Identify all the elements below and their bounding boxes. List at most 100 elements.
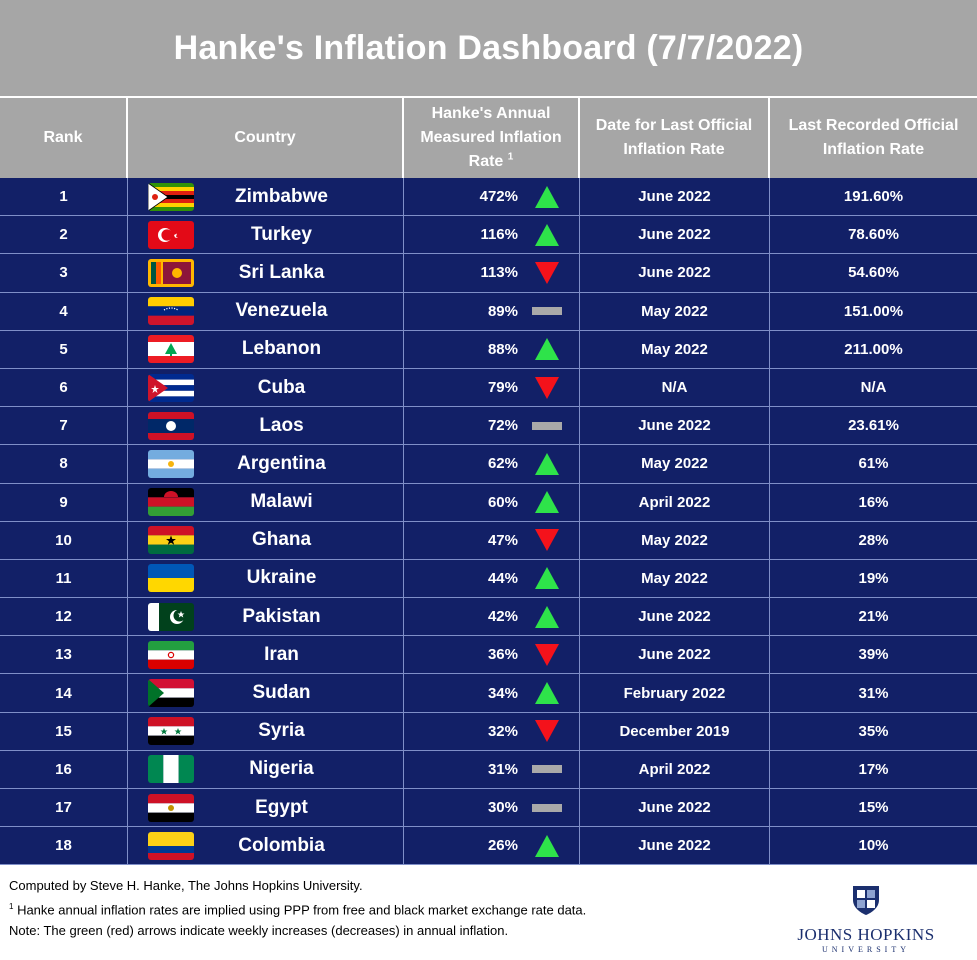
jhu-logo: JOHNS HOPKINS UNIVERSITY — [796, 884, 936, 956]
hanke-rate-cell: 31% — [404, 750, 580, 788]
official-rate-cell: 54.60% — [848, 264, 899, 282]
rank-cell: 13 — [0, 636, 128, 674]
trend-indicator — [532, 833, 562, 859]
country-name: Cuba — [257, 376, 306, 398]
arrow-down-icon — [535, 643, 559, 666]
country-cell: Cuba — [128, 368, 404, 407]
country-name: Pakistan — [242, 605, 321, 627]
table-row: 2 Turkey 116% June 2022 78.60% — [0, 216, 977, 255]
country-cell: Malawi — [128, 483, 404, 521]
hanke-rate-cell: 62% — [404, 445, 580, 483]
rank-cell: 3 — [0, 254, 128, 292]
hanke-rate-value: 42% — [487, 608, 518, 626]
rank-cell: 6 — [0, 368, 128, 407]
colombia-flag-icon — [148, 831, 194, 860]
rank-cell: 4 — [0, 292, 128, 330]
official-rate-cell: 21% — [858, 608, 889, 626]
hanke-rate-value: 88% — [487, 340, 518, 358]
trend-indicator — [532, 298, 562, 324]
hanke-rate-cell: 47% — [404, 521, 580, 559]
official-date-cell: June 2022 — [580, 827, 770, 865]
table-row: 16 Nigeria 31% April 2022 17% — [0, 750, 977, 789]
header-official-line2: Inflation Rate — [822, 141, 925, 158]
egypt-flag-icon — [148, 793, 194, 822]
hanke-rate-cell: 60% — [404, 483, 580, 521]
country-name: Sri Lanka — [238, 261, 325, 283]
country-name: Venezuela — [235, 300, 328, 322]
arrow-down-icon — [535, 529, 559, 552]
country-cell: Argentina — [128, 445, 404, 483]
country-cell: Nigeria — [128, 750, 404, 788]
hanke-rate-cell: 116% — [404, 216, 580, 254]
arrow-down-icon — [535, 376, 559, 399]
official-rate-cell: 211.00% — [844, 340, 903, 358]
footer: Computed by Steve H. Hanke, The Johns Ho… — [0, 866, 977, 960]
hanke-rate-cell: 42% — [404, 598, 580, 636]
official-date-cell: May 2022 — [580, 292, 770, 330]
rank-cell: 17 — [0, 789, 128, 827]
header-rank: Rank — [0, 98, 128, 178]
lebanon-flag-icon — [148, 335, 194, 364]
dashboard-title: Hanke's Inflation Dashboard (7/7/2022) — [173, 28, 804, 67]
trend-indicator — [532, 451, 562, 477]
official-rate-cell: 191.60% — [843, 188, 904, 206]
hanke-rate-cell: 34% — [404, 674, 580, 712]
table-row: 6 Cuba 79% N/A N/A — [0, 368, 977, 408]
no-change-icon — [532, 421, 562, 430]
hanke-rate-value: 31% — [487, 760, 518, 778]
table-row: 13 Iran 36% June 2022 39% — [0, 636, 977, 675]
country-cell: Zimbabwe — [128, 178, 404, 216]
header-country: Country — [128, 98, 404, 178]
official-date-cell: February 2022 — [580, 674, 770, 712]
table-row: 17 Egypt 30% June 2022 15% — [0, 789, 977, 828]
country-name: Ghana — [251, 529, 312, 551]
official-rate-cell: 151.00% — [843, 302, 904, 320]
trend-indicator — [532, 565, 562, 591]
official-date-cell: June 2022 — [580, 178, 770, 216]
official-rate-cell: 23.61% — [848, 417, 899, 435]
footer-line2: Hanke annual inflation rates are implied… — [13, 902, 587, 918]
hanke-rate-value: 47% — [487, 531, 518, 549]
country-cell: Colombia — [128, 827, 404, 865]
official-rate-cell: 39% — [858, 646, 889, 664]
no-change-icon — [532, 803, 562, 812]
malawi-flag-icon — [148, 488, 194, 517]
country-cell: Iran — [128, 636, 404, 674]
official-rate-cell: 31% — [858, 684, 889, 702]
country-name: Lebanon — [241, 338, 322, 360]
hanke-rate-cell: 89% — [404, 292, 580, 330]
rank-cell: 18 — [0, 827, 128, 865]
hanke-rate-value: 32% — [487, 722, 518, 740]
footer-footnote-marker: 1 — [9, 902, 14, 911]
rank-cell: 7 — [0, 407, 128, 445]
ghana-flag-icon — [148, 526, 194, 555]
hanke-rate-cell: 72% — [404, 407, 580, 445]
nigeria-flag-icon — [148, 755, 194, 784]
rank-cell: 1 — [0, 178, 128, 216]
official-rate-cell: 16% — [858, 493, 889, 511]
shield-icon — [853, 886, 879, 915]
official-rate-cell: 28% — [858, 531, 889, 549]
header-date: Date for Last Official Inflation Rate — [580, 98, 770, 178]
header-date-line2: Inflation Rate — [623, 141, 725, 158]
hanke-rate-value: 26% — [487, 837, 518, 855]
country-name: Syria — [258, 720, 305, 742]
table-row: 1 Zimbabwe 472% June 2022 191.60% — [0, 178, 977, 217]
hanke-rate-value: 36% — [487, 646, 518, 664]
arrow-up-icon — [535, 185, 559, 208]
hanke-rate-value: 72% — [487, 417, 518, 435]
country-cell: Pakistan — [128, 598, 404, 636]
trend-indicator — [532, 260, 562, 286]
country-cell: Turkey — [128, 216, 404, 254]
hanke-rate-cell: 472% — [404, 178, 580, 216]
logo-name: JOHNS HOPKINS — [797, 925, 935, 944]
trend-indicator — [532, 222, 562, 248]
hanke-rate-cell: 26% — [404, 827, 580, 865]
arrow-up-icon — [535, 605, 559, 628]
hanke-rate-value: 44% — [487, 569, 518, 587]
header-hanke-footnote: 1 — [507, 151, 514, 163]
trend-indicator — [532, 336, 562, 362]
country-cell: Venezuela — [128, 292, 404, 330]
hanke-rate-value: 60% — [487, 493, 518, 511]
rank-cell: 5 — [0, 330, 128, 368]
